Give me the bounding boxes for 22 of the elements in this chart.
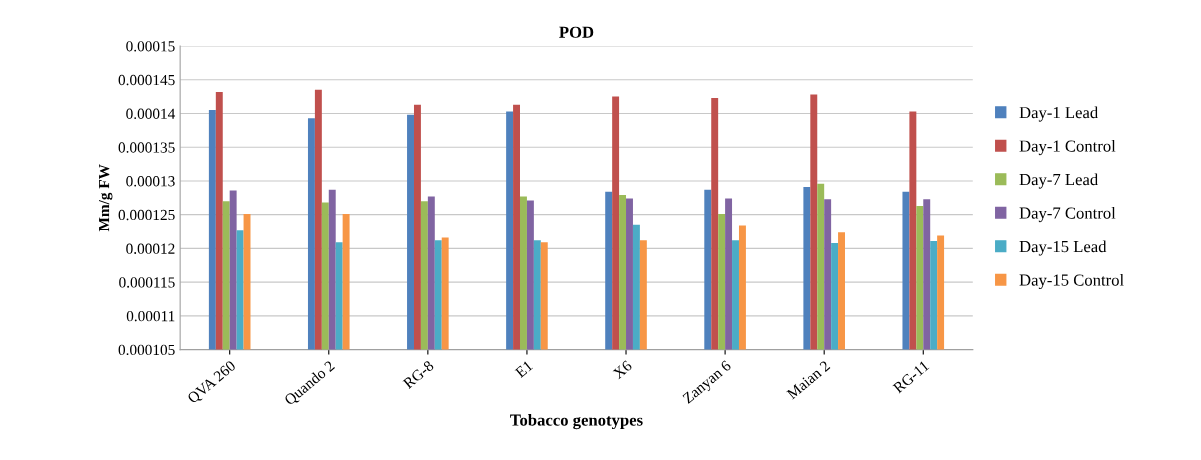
x-tick-label: E1	[514, 360, 534, 379]
y-tick-label: 0.00013	[126, 176, 175, 187]
x-tick-label: QVA 260	[186, 360, 238, 406]
y-tick-label: 0.000125	[118, 209, 175, 221]
y-tick-label: 0.00015	[126, 41, 175, 52]
y-axis-title: Mm/g FW	[99, 164, 113, 232]
legend-label: Day-15 Lead	[1019, 240, 1107, 256]
y-tick-label: 0.00014	[126, 108, 176, 119]
legend-label: Day-1 Control	[1019, 139, 1116, 156]
chart-title: POD	[559, 26, 594, 38]
y-tick-label: 0.000115	[119, 277, 175, 288]
legend-label: Day-15 Control	[1019, 273, 1124, 290]
y-tick-label: 0.000145	[118, 74, 175, 86]
y-tick-label: 0.00012	[126, 243, 175, 254]
legend-label: Day-1 Lead	[1019, 106, 1098, 122]
legend-label: Day-7 Control	[1019, 206, 1116, 223]
x-axis-title: Tobacco genotypes	[510, 413, 643, 430]
legend-label: Day-7 Lead	[1019, 173, 1098, 189]
y-tick-label: 0.00011	[126, 311, 175, 322]
y-tick-label: 0.000105	[118, 344, 175, 356]
y-tick-label: 0.000135	[118, 142, 175, 153]
x-tick-label: X6	[612, 359, 633, 380]
